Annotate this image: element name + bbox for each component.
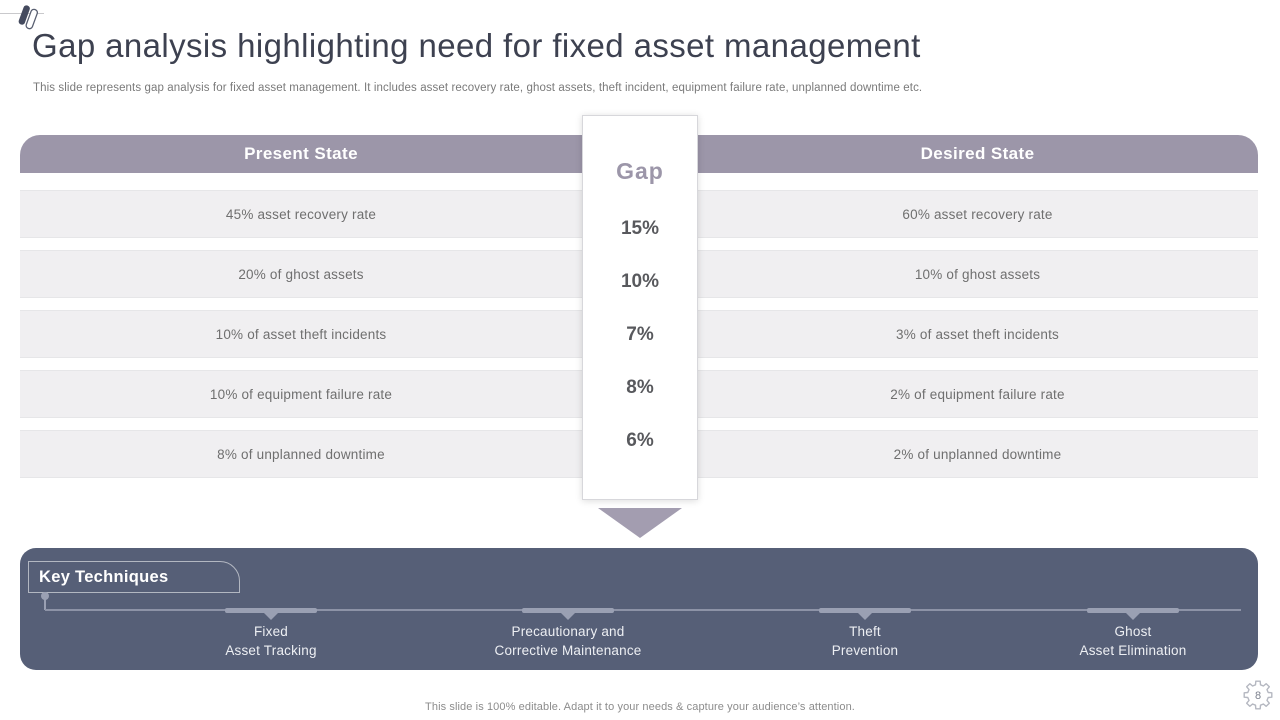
- desired-state-header: Desired State: [920, 144, 1035, 163]
- table-row: 3% of asset theft incidents: [697, 310, 1258, 358]
- gap-value: 8%: [626, 377, 654, 398]
- technique-label-line2: Prevention: [831, 643, 899, 658]
- table-row: 60% asset recovery rate: [697, 190, 1258, 238]
- technique-label-line1: Theft: [849, 624, 881, 639]
- technique-item: Ghost Asset Elimination: [1023, 622, 1243, 660]
- gap-value: 6%: [626, 430, 654, 451]
- technique-label-line2: Asset Tracking: [225, 643, 317, 658]
- technique-item: Fixed Asset Tracking: [161, 622, 381, 660]
- table-row: 10% of ghost assets: [697, 250, 1258, 298]
- table-row: 2% of unplanned downtime: [697, 430, 1258, 478]
- technique-marker: [1087, 608, 1179, 613]
- gap-header: Gap: [616, 158, 664, 184]
- page-subtitle: This slide represents gap analysis for f…: [33, 82, 923, 94]
- down-arrow-icon: [598, 508, 682, 538]
- gap-value: 10%: [620, 271, 660, 292]
- table-row: 20% of ghost assets: [20, 250, 582, 298]
- slides-logo-icon: [18, 5, 39, 30]
- connector-dot: [41, 592, 49, 600]
- technique-arrow-icon: [561, 613, 575, 620]
- technique-label-line1: Precautionary and: [511, 624, 625, 639]
- connector-vline: [44, 598, 46, 610]
- table-row: 8% of unplanned downtime: [20, 430, 582, 478]
- page-number-badge: 8: [1243, 680, 1273, 710]
- present-state-column: 45% asset recovery rate 20% of ghost ass…: [20, 190, 582, 490]
- footer-note: This slide is 100% editable. Adapt it to…: [425, 701, 855, 713]
- technique-arrow-icon: [1126, 613, 1140, 620]
- technique-label-line1: Fixed: [253, 624, 288, 639]
- table-row: 10% of equipment failure rate: [20, 370, 582, 418]
- table-row: 10% of asset theft incidents: [20, 310, 582, 358]
- technique-marker: [819, 608, 911, 613]
- technique-item: Theft Prevention: [755, 622, 975, 660]
- page-title: Gap analysis highlighting need for fixed…: [32, 27, 921, 64]
- gear-icon: [1243, 680, 1273, 710]
- table-row: 45% asset recovery rate: [20, 190, 582, 238]
- technique-label-line1: Ghost: [1114, 624, 1152, 639]
- technique-label-line2: Corrective Maintenance: [494, 643, 642, 658]
- connector-line: [45, 609, 1241, 611]
- technique-label-line2: Asset Elimination: [1079, 643, 1187, 658]
- key-techniques-tab: Key Techniques: [28, 561, 240, 593]
- desired-state-column: 60% asset recovery rate 10% of ghost ass…: [697, 190, 1258, 490]
- table-row: 2% of equipment failure rate: [697, 370, 1258, 418]
- technique-arrow-icon: [264, 613, 278, 620]
- technique-arrow-icon: [858, 613, 872, 620]
- gap-column: Gap 15% 10% 7% 8% 6%: [582, 115, 698, 500]
- technique-marker: [522, 608, 614, 613]
- technique-item: Precautionary and Corrective Maintenance: [458, 622, 678, 660]
- page-number: 8: [1255, 690, 1261, 702]
- gap-value: 7%: [626, 324, 654, 345]
- technique-marker: [225, 608, 317, 613]
- key-techniques-panel: Key Techniques Fixed Asset Tracking Prec…: [20, 548, 1258, 670]
- gap-value: 15%: [620, 218, 660, 239]
- present-state-header: Present State: [244, 144, 358, 163]
